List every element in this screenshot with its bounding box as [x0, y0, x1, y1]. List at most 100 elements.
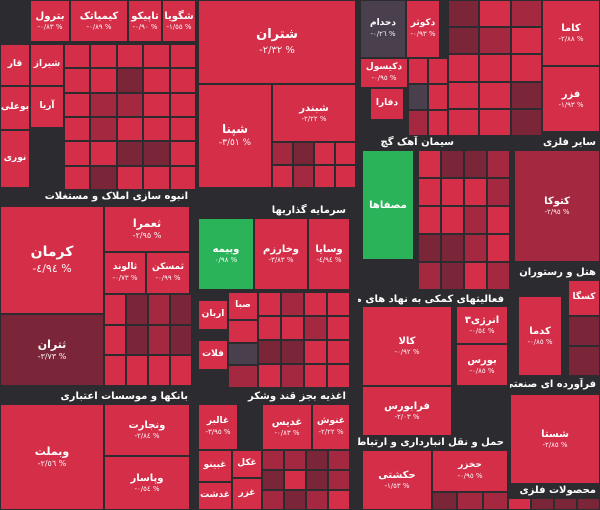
stock-cell[interactable]: [143, 141, 170, 166]
stock-cell[interactable]: [64, 44, 91, 69]
stock-tile[interactable]: وبملت -٢/٥٦ %: [0, 404, 104, 510]
stock-cell[interactable]: [258, 340, 281, 364]
stock-tile[interactable]: غبینو: [198, 450, 232, 482]
stock-tile[interactable]: ثالوند -٠/٧٣ %: [104, 252, 146, 294]
stock-cell[interactable]: [293, 165, 314, 188]
stock-tile[interactable]: فلات: [198, 340, 228, 370]
stock-cell[interactable]: [126, 324, 148, 356]
stock-cell[interactable]: [328, 450, 350, 470]
stock-cell[interactable]: [479, 108, 511, 136]
stock-cell[interactable]: [418, 206, 441, 234]
stock-cell[interactable]: [116, 68, 144, 93]
stock-tile[interactable]: کرمان -٤/٩٤ %: [0, 206, 104, 314]
stock-cell[interactable]: [448, 81, 480, 109]
stock-cell[interactable]: [104, 324, 126, 356]
stock-tile[interactable]: ثعمرا -٢/٩٥ %: [104, 206, 190, 252]
stock-cell[interactable]: [90, 92, 117, 117]
stock-cell[interactable]: [293, 142, 314, 165]
stock-cell[interactable]: [487, 234, 510, 262]
stock-cell[interactable]: [428, 84, 448, 110]
stock-tile[interactable]: وپاسار -٠/٥٤ %: [104, 456, 190, 510]
stock-cell[interactable]: [457, 492, 483, 510]
stock-cell[interactable]: [479, 27, 511, 55]
stock-cell[interactable]: [408, 58, 428, 84]
stock-cell[interactable]: [169, 165, 196, 190]
stock-tile[interactable]: غدیس -٠/٨٣ %: [262, 404, 312, 450]
stock-cell[interactable]: [258, 316, 281, 340]
stock-cell[interactable]: [262, 450, 284, 470]
stock-cell[interactable]: [143, 44, 170, 69]
stock-cell[interactable]: [306, 490, 328, 510]
stock-tile[interactable]: حکشتی -١/٥٣ %: [362, 450, 432, 510]
stock-tile[interactable]: شپنا -٣/٥١ %: [198, 84, 272, 188]
stock-tile[interactable]: کسگا: [568, 280, 600, 316]
stock-tile[interactable]: ثتران -٣/٧٣ %: [0, 314, 104, 386]
stock-cell[interactable]: [428, 110, 448, 136]
stock-tile[interactable]: مصفاها: [362, 150, 414, 260]
stock-cell[interactable]: [148, 294, 170, 325]
stock-cell[interactable]: [487, 178, 510, 206]
stock-cell[interactable]: [272, 165, 293, 188]
stock-tile[interactable]: غکل: [232, 450, 262, 478]
stock-tile[interactable]: غزر: [232, 478, 262, 510]
stock-tile[interactable]: نوری: [0, 130, 30, 188]
stock-cell[interactable]: [228, 320, 258, 343]
stock-cell[interactable]: [143, 68, 170, 93]
stock-cell[interactable]: [441, 206, 464, 234]
stock-cell[interactable]: [328, 470, 350, 490]
stock-cell[interactable]: [508, 498, 531, 510]
stock-tile[interactable]: غدشت: [198, 482, 232, 510]
stock-tile[interactable]: تاپیکو -٠/٩٠ %: [128, 0, 162, 42]
stock-cell[interactable]: [418, 234, 441, 262]
stock-cell[interactable]: [448, 54, 480, 82]
stock-tile[interactable]: غنوش -٢/٢٢ %: [312, 404, 350, 450]
stock-tile[interactable]: شتران -٢/٣٢ %: [198, 0, 356, 84]
stock-cell[interactable]: [464, 234, 487, 262]
stock-cell[interactable]: [482, 492, 508, 510]
stock-cell[interactable]: [327, 292, 350, 316]
stock-tile[interactable]: صبا: [228, 292, 258, 320]
stock-cell[interactable]: [428, 58, 448, 84]
stock-tile[interactable]: اربان: [198, 300, 228, 330]
stock-cell[interactable]: [104, 294, 126, 325]
stock-cell[interactable]: [487, 206, 510, 234]
stock-cell[interactable]: [169, 44, 196, 69]
stock-cell[interactable]: [441, 262, 464, 290]
stock-tile[interactable]: فرابورس -٢/٠٣ %: [362, 386, 452, 436]
stock-tile[interactable]: دحدام -٠/٢٦ %: [360, 0, 406, 58]
stock-cell[interactable]: [304, 316, 327, 340]
stock-cell[interactable]: [148, 324, 170, 356]
stock-tile[interactable]: دکوثر -٠/٩٣ %: [406, 0, 440, 58]
stock-cell[interactable]: [568, 346, 600, 376]
stock-cell[interactable]: [510, 108, 542, 136]
stock-tile[interactable]: کتوکا -٢/٩٥ %: [514, 150, 600, 262]
stock-cell[interactable]: [281, 340, 304, 364]
stock-tile[interactable]: شستا -٢/٨٥ %: [510, 394, 600, 484]
stock-cell[interactable]: [126, 294, 148, 325]
stock-cell[interactable]: [487, 150, 510, 178]
stock-cell[interactable]: [314, 165, 335, 188]
stock-cell[interactable]: [169, 141, 196, 166]
stock-tile[interactable]: بترول -٠/٨٣ %: [30, 0, 70, 42]
stock-cell[interactable]: [258, 292, 281, 316]
stock-cell[interactable]: [262, 490, 284, 510]
stock-cell[interactable]: [328, 490, 350, 510]
stock-cell[interactable]: [228, 365, 258, 388]
stock-cell[interactable]: [335, 165, 356, 188]
stock-cell[interactable]: [281, 316, 304, 340]
stock-cell[interactable]: [64, 92, 91, 117]
stock-cell[interactable]: [306, 450, 328, 470]
stock-cell[interactable]: [284, 470, 306, 490]
stock-cell[interactable]: [464, 206, 487, 234]
stock-cell[interactable]: [90, 141, 117, 166]
stock-cell[interactable]: [448, 108, 480, 136]
stock-tile[interactable]: دفارا: [370, 88, 404, 120]
stock-cell[interactable]: [510, 27, 542, 55]
stock-cell[interactable]: [327, 340, 350, 364]
stock-cell[interactable]: [228, 342, 258, 366]
stock-cell[interactable]: [510, 81, 542, 109]
stock-cell[interactable]: [170, 355, 192, 386]
stock-cell[interactable]: [306, 470, 328, 490]
stock-cell[interactable]: [327, 316, 350, 340]
stock-cell[interactable]: [169, 68, 196, 93]
